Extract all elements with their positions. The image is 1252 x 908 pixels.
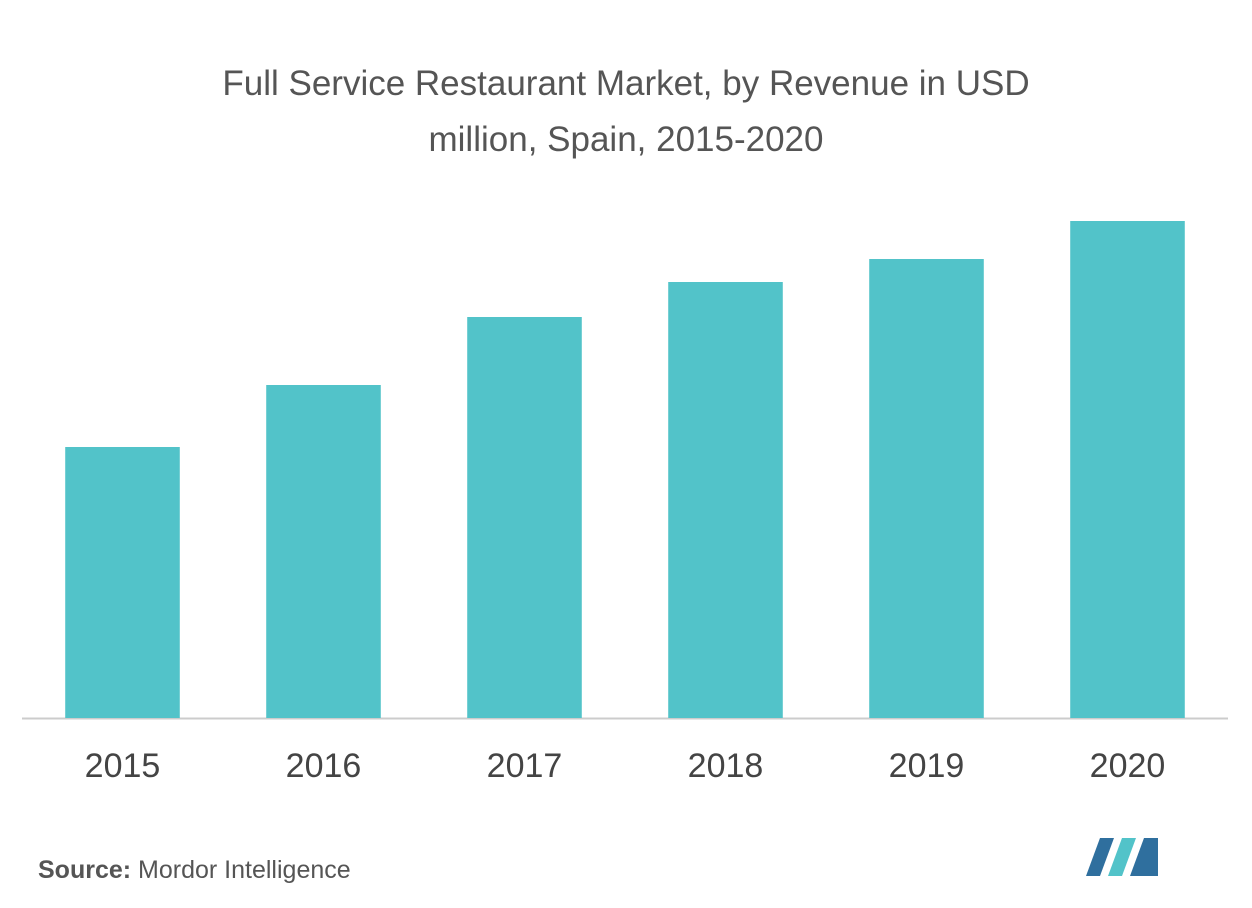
- bar: [467, 317, 582, 718]
- bar: [65, 447, 180, 718]
- bar: [1070, 221, 1185, 718]
- x-tick-label: 2020: [1090, 747, 1166, 785]
- source-label: Source:: [38, 856, 132, 884]
- logo: [1086, 838, 1158, 876]
- x-tick-label: 2016: [286, 747, 362, 785]
- x-tick-label: 2018: [688, 747, 764, 785]
- bar: [869, 259, 984, 718]
- x-tick-label: 2019: [889, 747, 965, 785]
- x-tick-label: 2017: [487, 747, 563, 785]
- bar: [266, 385, 381, 718]
- source: Source: Mordor Intelligence: [38, 856, 351, 885]
- source-text: Mordor Intelligence: [138, 856, 351, 884]
- chart-title: Full Service Restaurant Market, by Reven…: [222, 64, 1030, 159]
- bar: [668, 282, 783, 718]
- x-tick-label: 2015: [85, 747, 161, 785]
